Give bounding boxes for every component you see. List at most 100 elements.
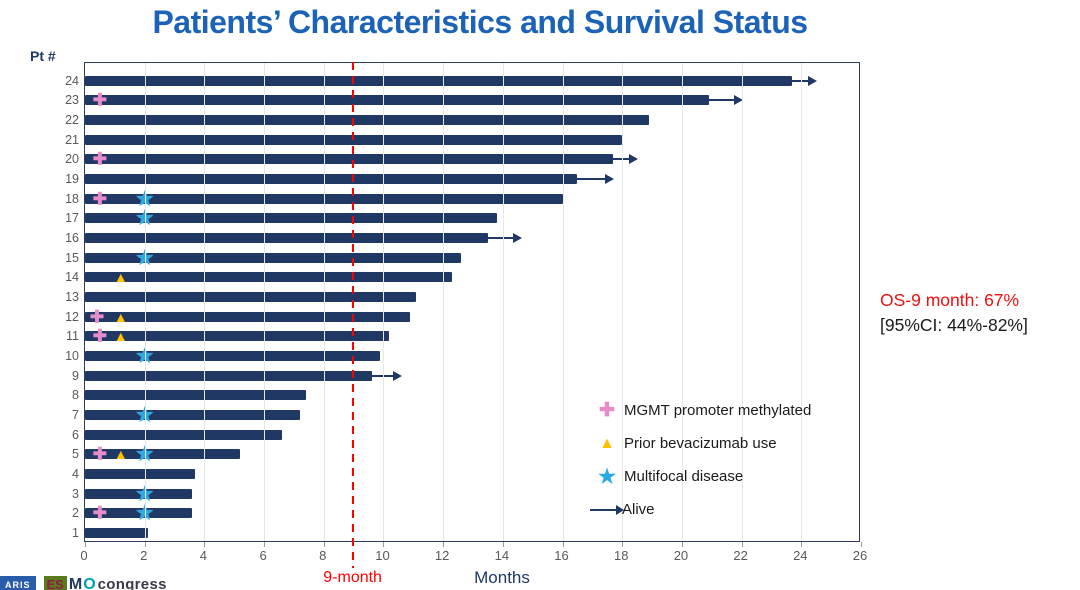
mgmt-plus-icon: ✚ [599,400,615,421]
gridline-month-22 [741,63,743,541]
logo-paris-fragment: ARIS [0,576,36,590]
patient-row-12: 12 ✚ ▲ [65,307,859,327]
legend-item-alive: Alive [590,493,811,526]
mgmt-marker-icon: ✚ [92,326,108,346]
y-axis-label-16: 16 [65,231,79,246]
tick-month-2 [144,542,146,547]
legend-item-mgmt: ✚ MGMT promoter methylated [592,394,811,427]
patient-row-13: 13 [65,287,859,307]
x-tick-label-20: 20 [673,548,689,563]
gridline-month-16 [562,63,564,541]
x-tick-label-16: 16 [554,548,569,563]
legend-item-bevacizumab: ▲ Prior bevacizumab use [592,427,811,460]
survival-bar-pt-3 [85,488,193,499]
tick-month-26 [861,542,862,547]
survival-bar-pt-9 [85,370,372,381]
alive-arrow-pt-24 [792,79,809,82]
chart-title: Patients’ Characteristics and Survival S… [152,4,808,40]
y-axis-label-15: 15 [65,250,79,265]
y-axis-label-9: 9 [72,368,79,383]
bev-marker-icon: ▲ [113,308,128,325]
tick-month-22 [741,542,743,547]
legend-label-multifocal: Multifocal disease [624,468,744,485]
reference-line-9-month [351,62,354,568]
y-axis-label-7: 7 [72,407,79,422]
x-tick-label-12: 12 [434,548,450,563]
patient-row-20: 20 ✚ [65,149,859,170]
logo-es-block: ES [43,576,67,590]
survival-bar-pt-5 [85,449,241,460]
survival-bar-pt-17 [85,213,497,224]
x-tick-label-6: 6 [259,548,267,563]
patient-row-23: 23 ✚ [65,91,859,111]
y-axis-label-8: 8 [72,388,79,403]
legend-label-alive: Alive [622,501,655,518]
gridline-month-2 [144,63,146,541]
survival-bar-pt-1 [85,527,148,538]
y-axis-label-24: 24 [65,73,79,88]
alive-arrow-pt-19 [577,178,606,181]
y-axis-label-14: 14 [65,270,79,285]
patient-row-10: 10 ★ [65,345,859,367]
survival-bar-pt-16 [85,233,488,244]
survival-bar-pt-13 [85,292,417,303]
legend-label-mgmt: MGMT promoter methylated [624,402,812,419]
survival-bar-pt-12 [85,311,411,322]
gridline-month-18 [622,63,624,541]
survival-bar-pt-20 [85,154,614,165]
x-tick-label-18: 18 [613,548,629,563]
survival-bar-pt-19 [85,174,578,185]
patient-row-17: 17 ★ [65,207,859,229]
x-axis-title: Months [474,568,530,587]
patient-row-24: 24 [65,71,859,91]
x-tick-label-10: 10 [375,548,390,563]
mgmt-marker-icon: ✚ [92,444,108,464]
patient-row-14: 14 ▲ [65,268,859,288]
tick-month-18 [622,542,624,547]
survival-bar-pt-15 [85,252,462,263]
gridline-month-6 [264,63,266,541]
alive-arrow-pt-16 [487,237,513,240]
patient-row-6: 6 [72,425,859,445]
x-tick-label-4: 4 [199,548,207,563]
tick-month-6 [264,542,266,547]
y-axis-label-20: 20 [65,152,79,167]
bev-marker-icon: ▲ [113,446,128,463]
os-confidence-interval-text: [95%CI: 44%-82%] [880,315,1028,336]
bev-marker-icon: ▲ [113,328,128,345]
legend-label-bevacizumab: Prior bevacizumab use [624,435,777,452]
survival-bar-pt-2 [85,508,193,519]
reference-line-label: 9-month [323,569,382,586]
x-tick-label-22: 22 [733,548,748,563]
tick-month-8 [323,542,325,547]
y-axis-label-22: 22 [65,113,79,128]
gridline-month-20 [681,63,683,541]
bev-marker-icon: ▲ [113,269,128,286]
patient-row-1: 1 [72,523,859,543]
y-axis-label-23: 23 [65,93,79,108]
patient-row-16: 16 [65,228,859,248]
survival-bar-pt-7 [85,409,300,420]
patient-row-4: 4 [72,464,859,484]
bevacizumab-triangle-icon: ▲ [599,434,615,452]
alive-arrow-pt-23 [708,99,734,102]
patient-row-19: 19 [65,169,859,189]
y-axis-label-6: 6 [72,427,79,442]
survival-bar-pt-21 [85,134,623,145]
tick-month-0 [85,542,86,547]
mgmt-marker-icon: ✚ [89,307,105,327]
patient-row-11: 11 ✚ ▲ [66,326,859,347]
survival-bar-pt-4 [85,468,196,479]
gridline-month-12 [443,63,445,541]
os-annotation: OS-9 month: 67% [95%CI: 44%-82%] [880,288,1028,339]
mgmt-marker-icon: ✚ [92,149,108,169]
y-axis-label-12: 12 [65,309,79,324]
tick-month-20 [681,542,683,547]
y-axis-label-18: 18 [65,191,79,206]
y-axis-label-4: 4 [72,466,79,481]
logo-o-letter: O [83,576,96,590]
patient-row-22: 22 [65,110,859,130]
mgmt-marker-icon: ✚ [92,189,108,209]
survival-bar-pt-14 [85,272,453,283]
